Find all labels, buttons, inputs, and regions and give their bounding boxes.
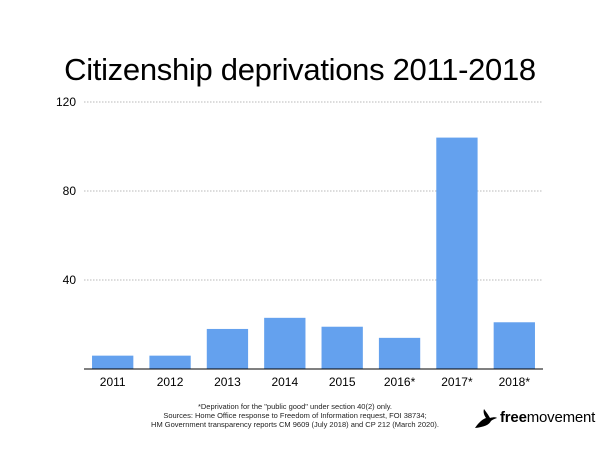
x-tick-label: 2013 — [214, 375, 241, 389]
bar-2013 — [206, 328, 249, 369]
y-tick-label: 80 — [63, 184, 77, 198]
logo-text-movement: movement — [526, 409, 596, 426]
x-tick-label: 2017* — [441, 375, 473, 389]
freemovement-logo: freemovement — [474, 407, 596, 431]
y-tick-label: 120 — [56, 95, 76, 109]
footnote-line-1: *Deprivation for the "public good" under… — [197, 402, 393, 411]
bar-2012 — [149, 355, 191, 369]
chart-title: Citizenship deprivations 2011-2018 — [64, 52, 536, 87]
bar-2011 — [92, 355, 134, 369]
x-tick-label: 2014 — [271, 375, 298, 389]
bar-2017-star — [436, 137, 478, 369]
bar-2014 — [264, 317, 306, 369]
y-tick-label: 40 — [63, 273, 77, 287]
x-tick-label: 2016* — [384, 375, 416, 389]
bird-icon — [475, 409, 497, 428]
footnote-line-2: Sources: Home Office response to Freedom… — [163, 411, 427, 420]
x-axis-ticks: 2011 2012 2013 2014 2015 2016* 2017* 2018* — [100, 375, 531, 389]
x-tick-label: 2015 — [329, 375, 356, 389]
bars — [92, 137, 535, 369]
footnote-line-3: HM Government transparency reports CM 96… — [151, 420, 439, 429]
x-tick-label: 2012 — [157, 375, 184, 389]
footnote: *Deprivation for the "public good" under… — [140, 402, 450, 429]
y-axis-ticks: 40 80 120 — [56, 95, 76, 287]
bar-2016-star — [378, 337, 421, 369]
x-tick-label: 2018* — [499, 375, 531, 389]
logo-text-free: free — [500, 409, 527, 426]
bar-2018-star — [493, 322, 535, 369]
bar-2015 — [321, 326, 363, 369]
x-tick-label: 2011 — [100, 375, 126, 389]
